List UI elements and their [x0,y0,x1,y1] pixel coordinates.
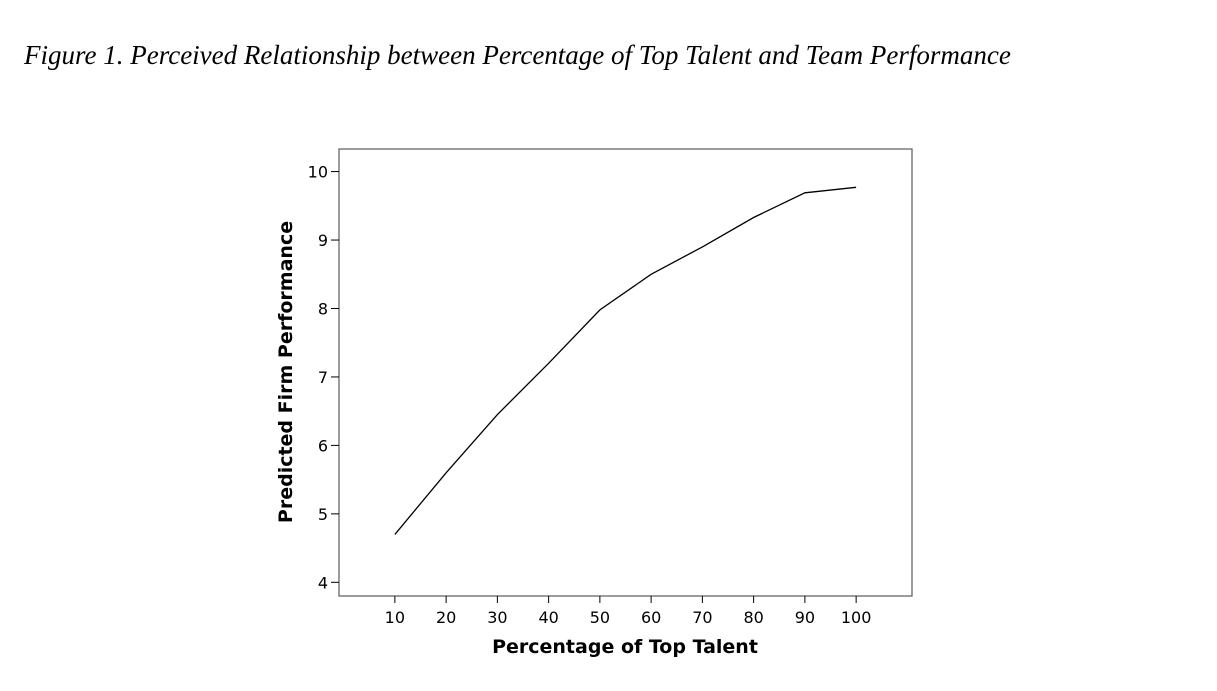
figure-caption: Figure 1. Perceived Relationship between… [24,40,1011,70]
x-tick-label: 10 [385,608,405,627]
x-tick-label: 100 [841,608,872,627]
x-tick-label: 50 [590,608,610,627]
x-tick-label: 30 [487,608,507,627]
x-axis-title: Percentage of Top Talent [492,636,758,658]
y-tick-label: 7 [318,368,328,387]
series-line [394,186,857,535]
y-tick-label: 5 [318,505,328,524]
x-tick-label: 70 [692,608,712,627]
x-tick-label: 80 [743,608,763,627]
x-tick-label: 90 [795,608,815,627]
x-tick-label: 60 [641,608,661,627]
x-tick-label: 40 [538,608,558,627]
y-tick-label: 6 [318,436,328,455]
y-tick-label: 8 [318,299,328,318]
y-tick-label: 4 [318,573,328,592]
x-tick-label: 20 [436,608,456,627]
y-tick-label: 9 [318,231,328,250]
y-tick-label: 10 [308,163,328,182]
y-axis-title: Predicted Firm Performance [275,221,297,523]
plot-frame [338,148,913,597]
